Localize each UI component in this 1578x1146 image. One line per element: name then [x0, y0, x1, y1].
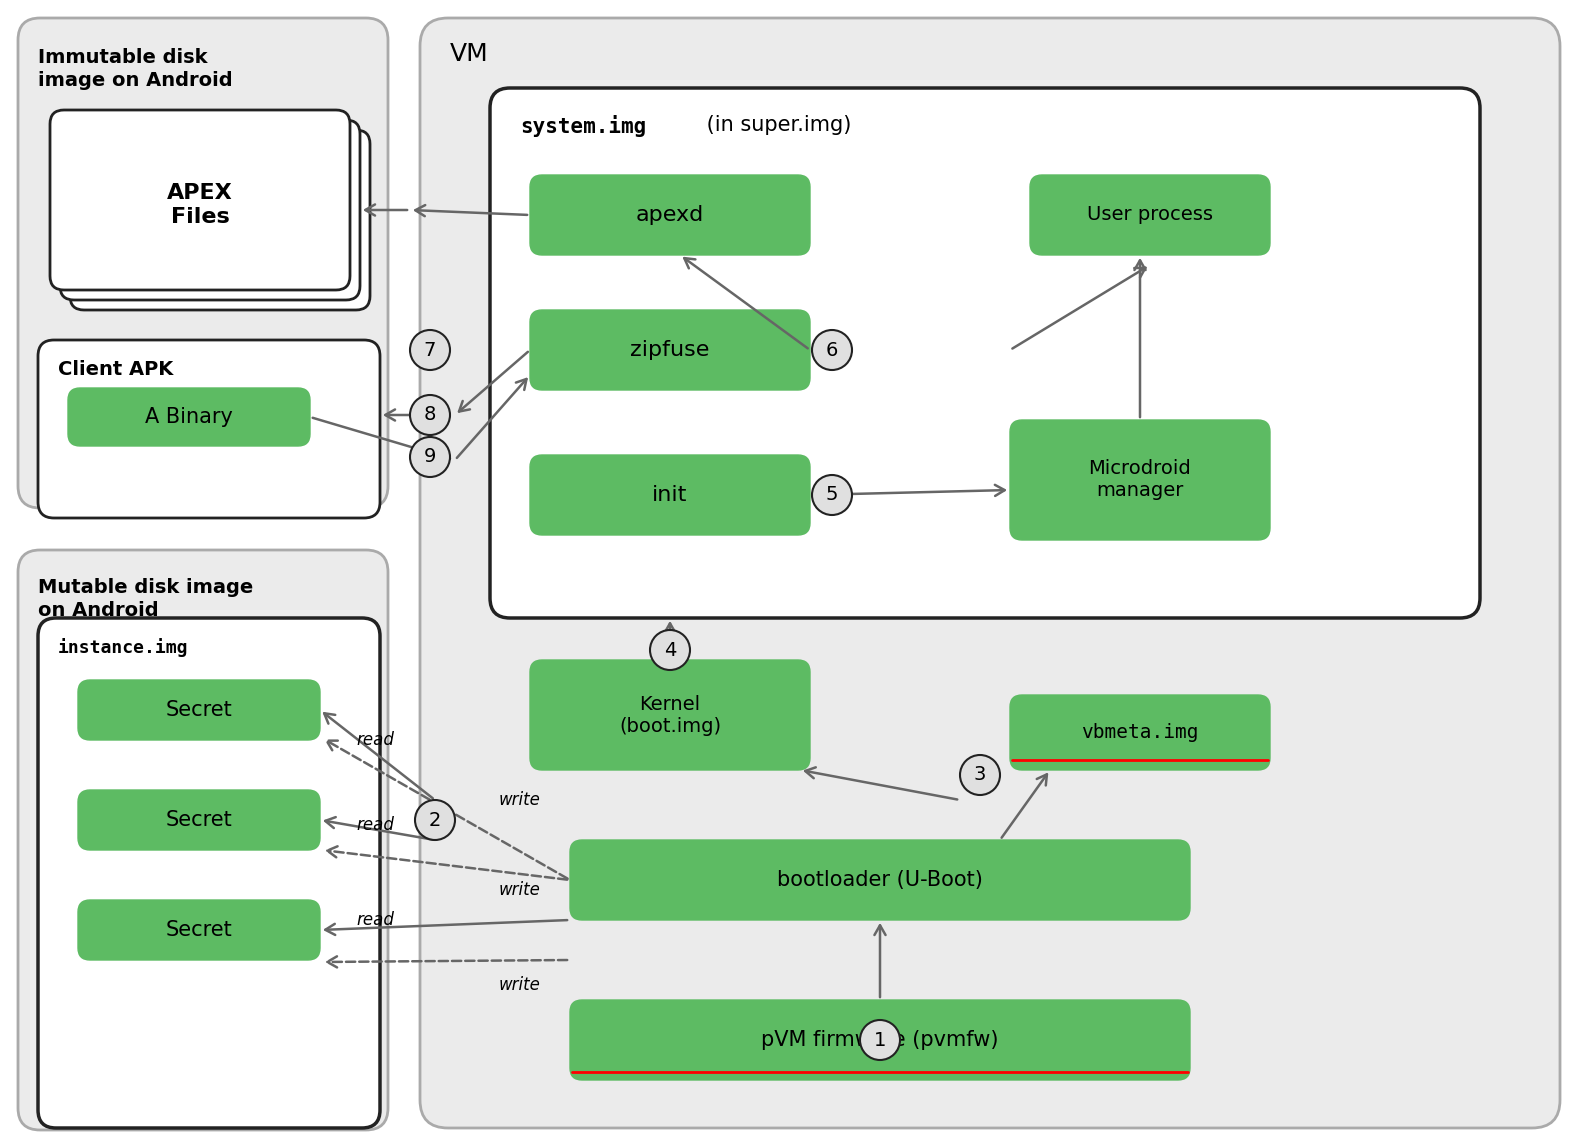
- FancyBboxPatch shape: [38, 618, 380, 1128]
- Text: system.img: system.img: [521, 115, 647, 138]
- Text: 7: 7: [424, 340, 436, 360]
- FancyBboxPatch shape: [17, 550, 388, 1130]
- Text: Microdroid
manager: Microdroid manager: [1089, 460, 1191, 501]
- Text: 6: 6: [825, 340, 838, 360]
- FancyBboxPatch shape: [420, 18, 1561, 1128]
- Text: Immutable disk
image on Android: Immutable disk image on Android: [38, 48, 232, 91]
- Text: VM: VM: [450, 42, 489, 66]
- FancyBboxPatch shape: [491, 88, 1480, 618]
- FancyBboxPatch shape: [77, 900, 320, 960]
- FancyBboxPatch shape: [1030, 175, 1270, 256]
- Text: User process: User process: [1087, 205, 1213, 225]
- Text: Mutable disk image
on Android: Mutable disk image on Android: [38, 578, 252, 620]
- Circle shape: [410, 330, 450, 370]
- Text: A Binary: A Binary: [145, 407, 234, 427]
- FancyBboxPatch shape: [570, 1000, 1190, 1080]
- FancyBboxPatch shape: [17, 18, 388, 508]
- Circle shape: [650, 630, 690, 670]
- Text: instance.img: instance.img: [58, 638, 188, 657]
- Circle shape: [860, 1020, 899, 1060]
- Text: vbmeta.img: vbmeta.img: [1081, 723, 1199, 741]
- Circle shape: [813, 474, 852, 515]
- Text: Kernel
(boot.img): Kernel (boot.img): [619, 694, 721, 736]
- Text: Secret: Secret: [166, 920, 232, 940]
- FancyBboxPatch shape: [570, 840, 1190, 920]
- FancyBboxPatch shape: [60, 120, 360, 300]
- Text: 8: 8: [424, 406, 436, 424]
- Text: (in super.img): (in super.img): [701, 115, 852, 135]
- Text: 9: 9: [424, 447, 436, 466]
- Text: write: write: [499, 976, 541, 994]
- Text: Secret: Secret: [166, 810, 232, 830]
- Text: write: write: [499, 791, 541, 809]
- FancyBboxPatch shape: [69, 129, 369, 311]
- Text: read: read: [357, 911, 394, 929]
- Text: zipfuse: zipfuse: [630, 340, 710, 360]
- Circle shape: [813, 330, 852, 370]
- FancyBboxPatch shape: [68, 388, 309, 446]
- FancyBboxPatch shape: [530, 175, 810, 256]
- FancyBboxPatch shape: [530, 455, 810, 535]
- FancyBboxPatch shape: [1010, 419, 1270, 540]
- Text: 4: 4: [664, 641, 677, 659]
- FancyBboxPatch shape: [38, 340, 380, 518]
- FancyBboxPatch shape: [77, 680, 320, 740]
- Circle shape: [410, 395, 450, 435]
- Text: pVM firmware (pvmfw): pVM firmware (pvmfw): [761, 1030, 999, 1050]
- Text: init: init: [652, 485, 688, 505]
- Circle shape: [959, 755, 1000, 795]
- FancyBboxPatch shape: [530, 311, 810, 390]
- FancyBboxPatch shape: [50, 110, 350, 290]
- FancyBboxPatch shape: [77, 790, 320, 850]
- Text: 5: 5: [825, 486, 838, 504]
- FancyBboxPatch shape: [1010, 694, 1270, 770]
- Text: 3: 3: [974, 766, 986, 785]
- Text: APEX
Files: APEX Files: [167, 182, 234, 227]
- Text: 1: 1: [874, 1030, 887, 1050]
- FancyBboxPatch shape: [530, 660, 810, 770]
- Text: bootloader (U-Boot): bootloader (U-Boot): [776, 870, 983, 890]
- Text: read: read: [357, 731, 394, 749]
- Text: read: read: [357, 816, 394, 834]
- Text: Secret: Secret: [166, 700, 232, 720]
- Text: apexd: apexd: [636, 205, 704, 225]
- Text: write: write: [499, 881, 541, 898]
- Text: 2: 2: [429, 810, 442, 830]
- Circle shape: [410, 437, 450, 477]
- Text: Client APK: Client APK: [58, 360, 174, 379]
- Circle shape: [415, 800, 454, 840]
